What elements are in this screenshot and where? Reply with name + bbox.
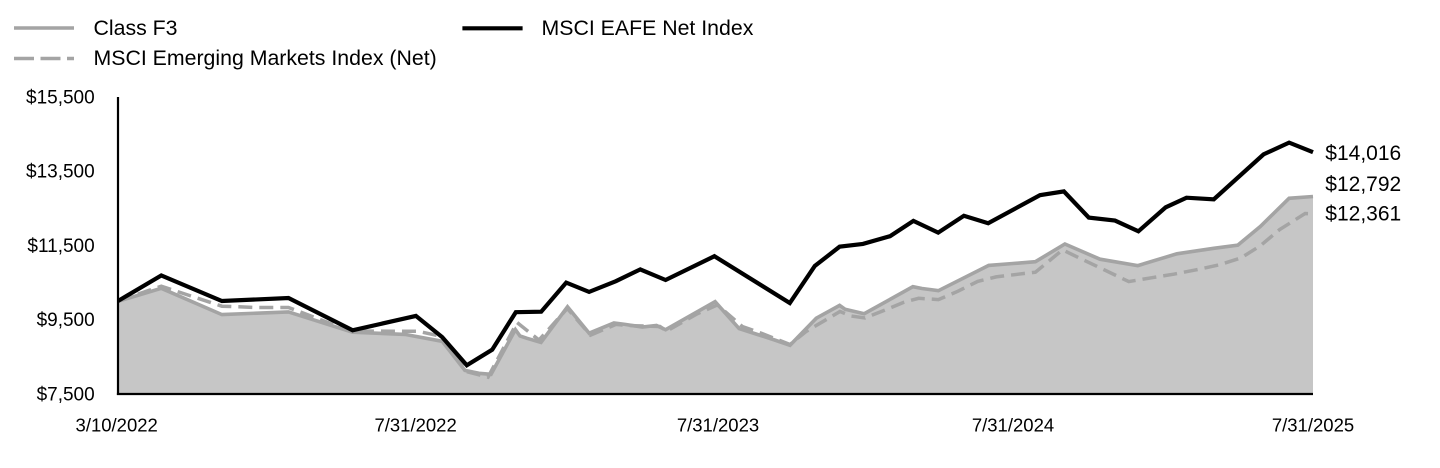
- svg-text:$14,016: $14,016: [1325, 142, 1401, 165]
- svg-text:7/31/2025: 7/31/2025: [1272, 415, 1354, 436]
- svg-text:$12,792: $12,792: [1325, 173, 1401, 196]
- svg-text:$15,500: $15,500: [26, 87, 95, 108]
- svg-text:7/31/2024: 7/31/2024: [972, 415, 1054, 436]
- svg-text:$9,500: $9,500: [37, 310, 95, 331]
- svg-text:$13,500: $13,500: [26, 162, 95, 183]
- svg-text:7/31/2023: 7/31/2023: [677, 415, 759, 436]
- svg-text:$12,361: $12,361: [1325, 203, 1401, 226]
- svg-text:$7,500: $7,500: [37, 384, 95, 405]
- svg-text:Class F3: Class F3: [94, 16, 178, 40]
- svg-text:MSCI Emerging Markets Index (N: MSCI Emerging Markets Index (Net): [94, 46, 437, 70]
- svg-text:3/10/2022: 3/10/2022: [76, 415, 158, 436]
- svg-text:MSCI EAFE Net Index: MSCI EAFE Net Index: [542, 16, 754, 40]
- svg-text:$11,500: $11,500: [27, 236, 94, 257]
- svg-text:7/31/2022: 7/31/2022: [374, 415, 456, 436]
